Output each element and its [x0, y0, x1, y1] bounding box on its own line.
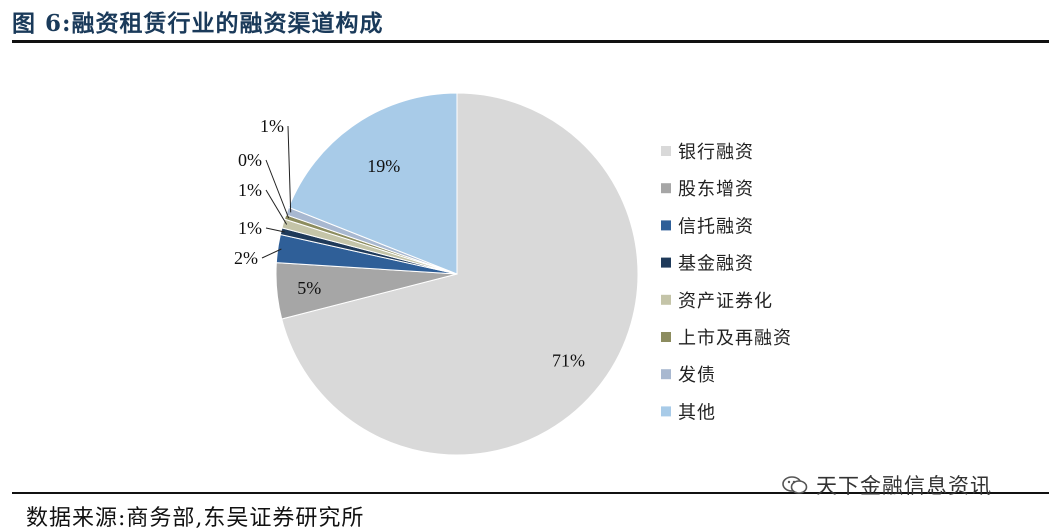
legend-swatch-5	[661, 294, 671, 305]
slice-label-7: 1%	[260, 116, 284, 136]
pie-slice-1	[281, 92, 639, 456]
pie-slice-8	[288, 92, 458, 275]
top-divider	[12, 40, 1049, 43]
leader-line-4	[265, 227, 285, 233]
leader-line-7	[287, 125, 292, 213]
slice-label-2: 5%	[297, 278, 321, 298]
leader-line-5	[265, 189, 288, 225]
slice-label-6: 0%	[238, 150, 262, 170]
legend-label-2: 股东增资	[678, 179, 754, 200]
chart-title: 图 6:融资租赁行业的融资渠道构成	[12, 10, 384, 37]
watermark-text: 天下金融信息资讯	[816, 474, 992, 498]
legend-swatch-3	[661, 220, 671, 231]
legend-swatch-2	[661, 183, 671, 194]
leader-line-6	[265, 159, 290, 219]
watermark: 天下金融信息资讯	[782, 470, 992, 500]
legend-swatch-1	[661, 146, 671, 156]
slice-label-3: 2%	[234, 248, 258, 268]
source-note: 数据来源:商务部,东吴证券研究所	[26, 506, 365, 531]
bottom-divider	[12, 492, 1049, 494]
slice-label-4: 1%	[238, 218, 262, 238]
slice-label-1: 71%	[552, 351, 585, 371]
slice-label-5: 1%	[238, 180, 262, 200]
legend-label-7: 发债	[678, 365, 716, 386]
legend-label-1: 银行融资	[678, 142, 754, 163]
legend-label-8: 其他	[678, 402, 716, 423]
legend-swatch-8	[661, 406, 671, 417]
legend-label-4: 基金融资	[678, 254, 754, 275]
legend-swatch-4	[661, 257, 671, 268]
legend-swatch-7	[661, 369, 671, 380]
wechat-icon	[782, 476, 808, 494]
legend-label-3: 信托融资	[678, 216, 754, 237]
leader-line-3	[261, 248, 282, 259]
legend-swatch-6	[661, 332, 671, 342]
slice-label-8: 19%	[367, 156, 400, 176]
legend-label-6: 上市及再融资	[678, 328, 792, 349]
legend-label-5: 资产证券化	[678, 291, 773, 312]
